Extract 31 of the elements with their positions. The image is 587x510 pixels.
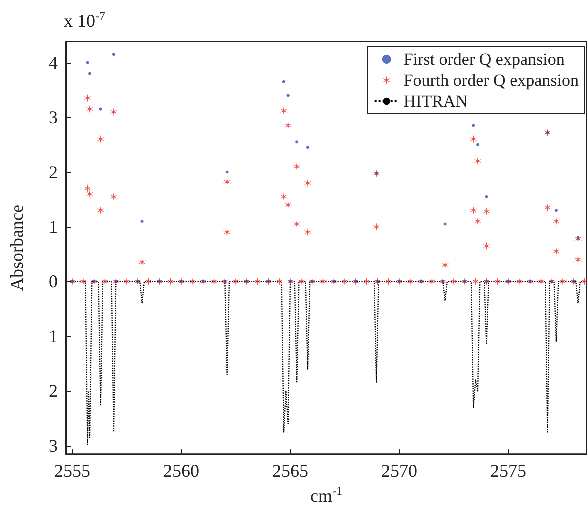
point <box>86 61 90 64</box>
point <box>554 209 558 212</box>
point <box>99 108 102 111</box>
x-tick-label: 2560 <box>164 461 200 482</box>
legend-label: Fourth order Q expansion <box>404 71 580 90</box>
y-tick-label: 2 <box>49 162 58 182</box>
point <box>444 222 447 226</box>
x-tick-label: 2555 <box>54 461 91 482</box>
point <box>306 146 310 150</box>
x-tick-label: 2575 <box>490 461 527 482</box>
point <box>286 94 290 98</box>
x-tick-label: 2565 <box>272 461 309 482</box>
point <box>476 143 480 146</box>
point <box>282 80 286 84</box>
point <box>296 140 299 144</box>
legend-label: First order Q expansion <box>404 50 566 69</box>
legend-label: HITRAN <box>404 92 468 111</box>
y-tick-label: 0 <box>49 272 58 292</box>
point <box>226 170 229 174</box>
y-tick-label: 1 <box>49 326 58 346</box>
point <box>140 220 144 224</box>
y-tick-label: 4 <box>49 52 58 73</box>
point <box>88 72 92 76</box>
y-tick-label: 3 <box>49 436 58 456</box>
point <box>485 195 488 198</box>
y-tick-label: 3 <box>49 108 58 128</box>
y-axis-title: Absorbance <box>7 205 27 292</box>
point <box>112 53 116 56</box>
y-tick-label: 2 <box>49 381 58 402</box>
y-tick-label: 1 <box>49 216 58 237</box>
x-tick-label: 2570 <box>382 461 418 482</box>
